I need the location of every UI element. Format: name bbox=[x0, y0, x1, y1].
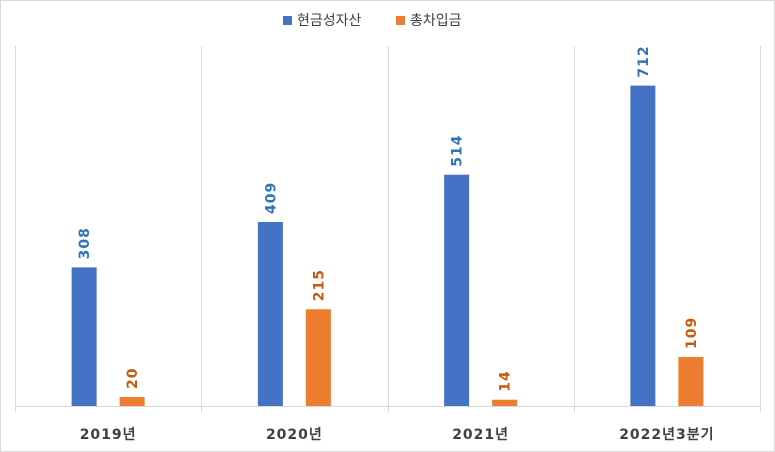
legend-swatch-series-1 bbox=[283, 16, 292, 25]
bars bbox=[71, 85, 704, 406]
bar-series-2 bbox=[305, 309, 331, 406]
x-axis-tick-labels: 2019년 2020년 2021년 2022년3분기 bbox=[80, 427, 714, 443]
bar-series-1 bbox=[257, 221, 283, 406]
data-labels: 308 20 409 215 514 14 712 109 bbox=[77, 45, 700, 391]
legend: 현금성자산 총차입금 bbox=[283, 13, 462, 29]
data-label-series-2: 20 bbox=[125, 368, 141, 389]
bar-series-1 bbox=[71, 267, 97, 406]
data-label-series-1: 514 bbox=[450, 134, 466, 166]
legend-label-series-2: 총차입금 bbox=[410, 13, 462, 29]
legend-swatch-series-2 bbox=[396, 16, 405, 25]
data-label-series-2: 109 bbox=[684, 317, 700, 349]
data-label-series-1: 409 bbox=[263, 182, 279, 214]
bar-series-2 bbox=[678, 356, 704, 406]
x-tick-label: 2022년3분기 bbox=[619, 427, 714, 443]
category-gridlines bbox=[15, 46, 761, 412]
bar-series-1 bbox=[444, 174, 470, 406]
x-tick-label: 2020년 bbox=[266, 427, 323, 443]
data-label-series-1: 308 bbox=[77, 227, 93, 259]
bar-series-2 bbox=[119, 397, 145, 406]
x-tick-label: 2019년 bbox=[80, 427, 137, 443]
data-label-series-2: 14 bbox=[498, 370, 514, 391]
bar-series-1 bbox=[630, 85, 656, 406]
data-label-series-1: 712 bbox=[636, 45, 652, 77]
data-label-series-2: 215 bbox=[311, 269, 327, 301]
bar-series-2 bbox=[492, 399, 518, 406]
x-tick-label: 2021년 bbox=[452, 427, 509, 443]
legend-label-series-1: 현금성자산 bbox=[297, 13, 362, 29]
